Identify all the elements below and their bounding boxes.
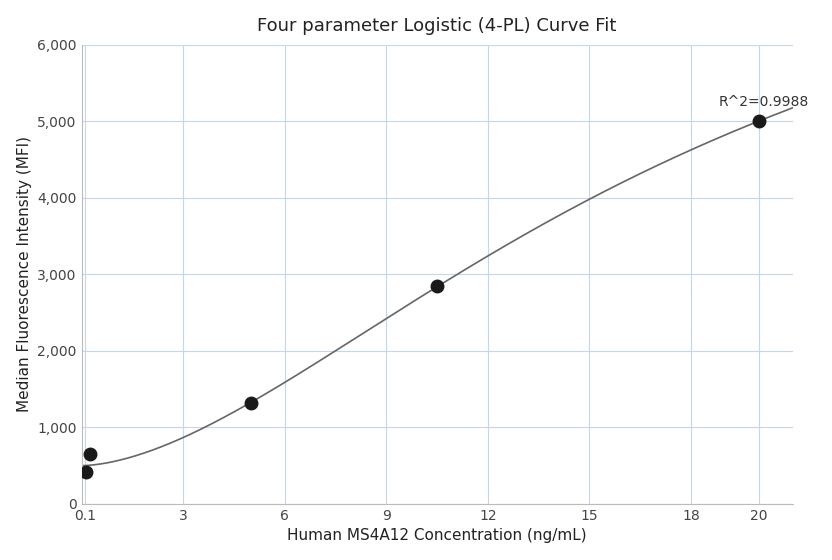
Point <box>245 398 258 407</box>
Point <box>430 282 443 291</box>
X-axis label: Human MS4A12 Concentration (ng/mL): Human MS4A12 Concentration (ng/mL) <box>287 528 587 543</box>
Point <box>752 116 765 125</box>
Point <box>79 467 92 476</box>
Y-axis label: Median Fluorescence Intensity (MFI): Median Fluorescence Intensity (MFI) <box>17 136 32 412</box>
Text: R^2=0.9988: R^2=0.9988 <box>718 95 809 109</box>
Title: Four parameter Logistic (4-PL) Curve Fit: Four parameter Logistic (4-PL) Curve Fit <box>257 17 617 35</box>
Point <box>83 450 97 459</box>
